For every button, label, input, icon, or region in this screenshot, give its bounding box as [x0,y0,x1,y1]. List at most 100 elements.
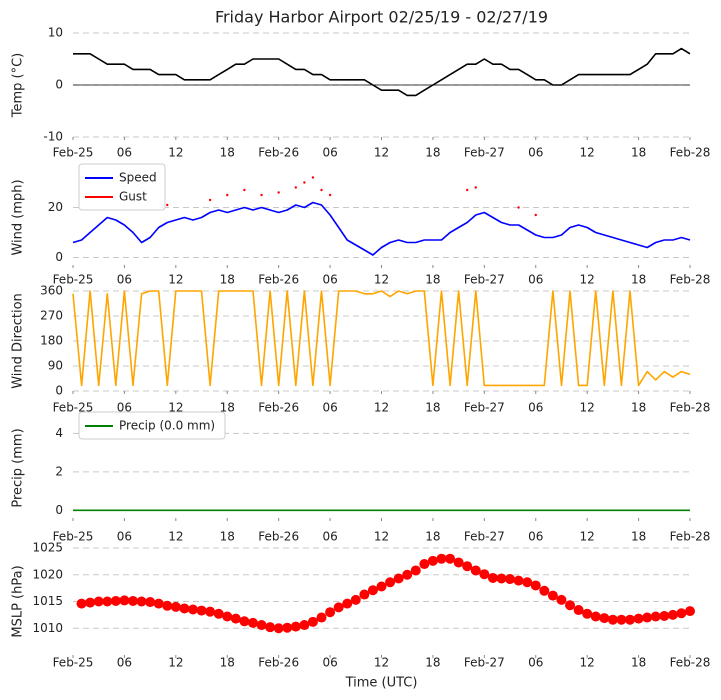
data-point [239,616,250,627]
data-point [513,575,524,586]
y-tick-label: 0 [55,503,63,517]
data-point [667,609,678,620]
x-tick-label: Feb-25 [53,530,94,544]
data-point [325,607,336,618]
x-tick-label: 06 [322,273,337,287]
y-tick-label: 0 [55,250,63,264]
y-tick-label: 10 [48,26,63,40]
data-point [273,623,284,634]
data-point [607,614,618,625]
data-point [479,569,490,580]
data-point [282,622,293,633]
y-tick-label: -10 [43,130,63,144]
x-tick-label: 18 [631,273,646,287]
y-tick-label: 2 [55,464,63,478]
x-tick-label: 18 [425,146,440,160]
data-point [170,601,181,612]
data-point [393,573,404,584]
data-point [166,203,169,207]
data-point [311,176,315,179]
data-point [556,594,567,605]
x-tick-label: 12 [168,146,183,160]
data-point [462,561,473,572]
x-tick-label: 06 [322,530,337,544]
data-point [196,605,207,616]
data-point [573,605,584,616]
legend: Speed Gust [78,163,166,211]
x-tick-label: Feb-28 [670,401,711,415]
data-point [616,614,627,625]
data-point [376,581,387,592]
series-line [72,201,691,256]
data-point [260,193,263,197]
x-tick-label: 06 [528,530,543,544]
data-point [539,585,550,596]
data-point [465,188,469,192]
x-tick-label: 18 [220,146,235,160]
data-point [76,598,87,609]
data-point [534,213,537,217]
data-point [307,616,318,627]
data-point [530,580,541,591]
data-point [453,557,464,568]
legend-box [78,411,226,440]
x-tick-label: 06 [322,146,337,160]
data-point [102,596,113,607]
y-tick-label: 4 [55,426,63,440]
x-tick-label: Feb-25 [53,656,94,670]
data-point [290,621,301,632]
data-point [208,198,212,202]
data-point [350,594,361,605]
data-point [247,617,258,628]
x-tick-label: Feb-27 [464,146,505,160]
y-axis-label: Wind Direction [11,293,26,389]
x-tick-label: Feb-25 [53,401,94,415]
x-tick-label: Feb-27 [464,401,505,415]
data-point [110,595,121,606]
legend: Precip (0.0 mm) [78,411,226,440]
x-tick-label: 12 [580,146,595,160]
x-tick-label: 06 [117,656,132,670]
data-point [243,188,246,192]
x-tick-label: Feb-28 [670,530,711,544]
data-point [633,613,644,624]
x-tick-label: 06 [117,273,132,287]
y-tick-label: 0 [55,78,63,92]
data-point [333,602,344,613]
data-point [445,553,456,564]
x-tick-label: 06 [322,656,337,670]
data-point [303,181,306,184]
data-point [222,611,233,622]
data-point [277,191,280,194]
x-tick-label: Feb-26 [258,656,299,670]
data-point [685,606,695,617]
data-point [162,600,173,611]
data-point [474,186,477,189]
x-tick-label: 18 [220,273,235,287]
series-line [72,290,691,387]
x-tick-label: 06 [117,530,132,544]
data-point [470,565,481,576]
x-tick-label: 18 [425,401,440,415]
data-point [436,553,447,564]
y-axis-label: Temp (°C) [11,53,26,119]
chart-title: Friday Harbor Airport 02/25/19 - 02/27/1… [215,8,548,27]
y-tick-label: 1015 [32,594,63,608]
y-tick-label: 1020 [32,567,63,581]
panel: Wind (mph) 0 20 Feb-25 06 12 18 Feb-26 06 12 18 Feb… [11,163,710,287]
panel: Friday Harbor Airport 02/25/19 - 02/27/1… [11,8,711,160]
x-tick-label: 18 [220,401,235,415]
data-point [599,613,610,624]
data-point [127,595,138,606]
x-tick-label: 06 [528,656,543,670]
x-tick-label: 18 [631,401,646,415]
data-point [522,577,533,588]
data-point [265,622,276,633]
panel: Wind Direction 0 90 180 270 360 Feb-25 06 12 18 Fe… [11,284,711,415]
data-point [93,596,104,607]
data-point [402,569,413,580]
legend-label: Speed [119,171,157,185]
x-tick-label: Feb-28 [670,146,711,160]
data-point [328,193,332,197]
